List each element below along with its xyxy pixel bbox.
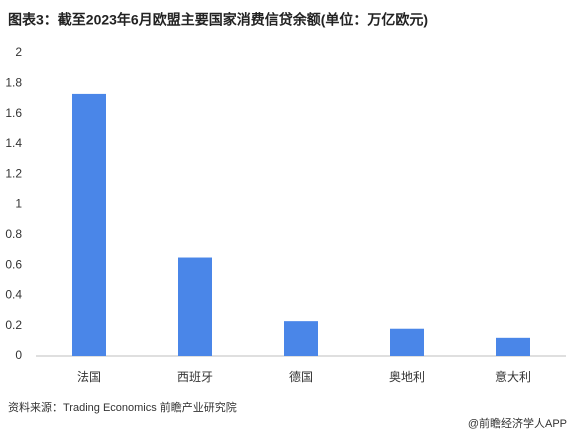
x-tick-label: 法国 (77, 370, 101, 384)
footer: @前瞻经济学人APP (468, 416, 567, 430)
y-tick-label: 1.8 (5, 75, 22, 89)
y-tick-label: 0.8 (5, 227, 22, 241)
x-tick-label: 西班牙 (177, 370, 213, 384)
y-tick-label: 1.2 (5, 166, 22, 180)
y-tick-label: 0.6 (5, 257, 22, 271)
y-tick-label: 1.6 (5, 106, 22, 120)
chart-title: 图表3：截至2023年6月欧盟主要国家消费信贷余额(单位：万亿欧元) (8, 12, 428, 28)
source: 资料来源：Trading Economics 前瞻产业研究院 (8, 400, 237, 414)
y-tick-label: 1 (15, 197, 22, 211)
x-tick-label: 德国 (289, 369, 313, 384)
y-tick-label: 0.4 (5, 288, 22, 302)
y-tick-label: 2 (15, 45, 22, 59)
y-tick-label: 1.4 (5, 136, 22, 150)
bar (284, 321, 318, 356)
bar (178, 257, 212, 356)
y-tick-label: 0 (15, 348, 22, 362)
x-tick-label: 奥地利 (389, 370, 425, 384)
bar (496, 337, 530, 356)
bar (72, 93, 106, 356)
x-tick-label: 意大利 (495, 369, 531, 384)
bar (390, 328, 424, 356)
y-tick-label: 0.2 (5, 318, 22, 332)
